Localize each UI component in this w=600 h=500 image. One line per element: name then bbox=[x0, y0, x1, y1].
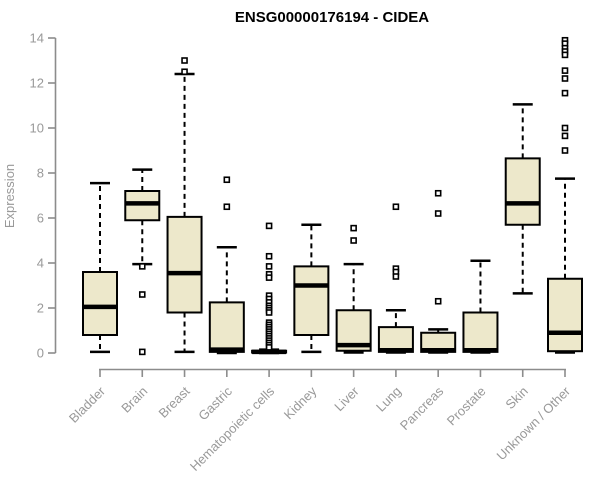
y-tick-label: 2 bbox=[37, 301, 44, 316]
box-gastric bbox=[208, 176, 245, 355]
x-category-label-brain: Brain bbox=[118, 384, 150, 416]
outlier-point bbox=[434, 297, 442, 305]
box-pancreas bbox=[420, 189, 457, 354]
y-tick-label: 0 bbox=[37, 346, 44, 361]
outlier-point bbox=[265, 222, 273, 230]
outlier-point bbox=[561, 51, 569, 59]
outlier-point bbox=[561, 75, 569, 82]
outlier-point bbox=[561, 89, 569, 97]
x-category-label-prostate: Prostate bbox=[444, 384, 489, 429]
outlier-point bbox=[181, 68, 188, 76]
outlier-point bbox=[138, 291, 146, 298]
x-category-label-pancreas: Pancreas bbox=[397, 383, 447, 433]
outlier-point bbox=[434, 210, 442, 217]
iqr-box bbox=[166, 215, 203, 314]
box-kidney bbox=[293, 223, 330, 354]
x-category-label-skin: Skin bbox=[502, 384, 530, 412]
iqr-box bbox=[547, 277, 583, 353]
box-hematopoietic-cells bbox=[251, 222, 288, 355]
box-skin bbox=[504, 103, 541, 295]
outlier-point bbox=[265, 309, 273, 316]
outlier-point bbox=[350, 224, 357, 232]
outlier-point bbox=[561, 67, 569, 74]
y-tick-label: 12 bbox=[30, 76, 44, 91]
box-breast bbox=[166, 57, 203, 354]
outlier-point bbox=[223, 203, 231, 211]
iqr-box bbox=[504, 157, 541, 226]
iqr-box bbox=[462, 311, 499, 353]
y-tick-label: 6 bbox=[37, 211, 44, 226]
x-category-label-gastric: Gastric bbox=[195, 383, 235, 423]
x-category-label-liver: Liver bbox=[331, 383, 362, 414]
y-axis-title: Expression bbox=[2, 164, 17, 228]
x-category-label-breast: Breast bbox=[155, 383, 192, 420]
outlier-point bbox=[561, 132, 569, 140]
outlier-point bbox=[392, 203, 400, 211]
y-tick-label: 4 bbox=[37, 256, 44, 271]
outlier-point bbox=[265, 263, 273, 270]
box-lung bbox=[377, 203, 414, 354]
iqr-box bbox=[377, 326, 414, 353]
box-prostate bbox=[462, 259, 499, 354]
outlier-point bbox=[138, 263, 146, 270]
box-liver bbox=[335, 224, 372, 354]
outlier-point bbox=[138, 348, 146, 356]
outlier-point bbox=[265, 252, 273, 260]
y-tick-label: 10 bbox=[30, 121, 44, 136]
outlier-point bbox=[265, 274, 273, 281]
y-tick-label: 8 bbox=[37, 166, 44, 181]
outlier-point bbox=[561, 124, 569, 132]
outlier-point bbox=[223, 176, 231, 184]
outlier-point bbox=[350, 237, 357, 244]
y-tick-label: 14 bbox=[30, 31, 44, 46]
iqr-box bbox=[82, 271, 118, 336]
outlier-point bbox=[434, 189, 442, 197]
outlier-point bbox=[561, 147, 569, 154]
outlier-point bbox=[265, 344, 273, 351]
box-bladder bbox=[82, 181, 118, 354]
x-category-label-lung: Lung bbox=[373, 384, 404, 415]
outlier-point bbox=[392, 273, 400, 280]
x-category-label-bladder: Bladder bbox=[66, 383, 109, 426]
x-category-label-kidney: Kidney bbox=[281, 383, 320, 422]
chart-title: ENSG00000176194 - CIDEA bbox=[235, 9, 429, 26]
box-brain bbox=[124, 168, 161, 356]
box-unknown-other bbox=[547, 36, 583, 354]
iqr-box bbox=[293, 265, 330, 336]
x-category-label-unknown-other: Unknown / Other bbox=[494, 383, 574, 463]
outlier-point bbox=[181, 57, 188, 64]
iqr-box bbox=[208, 301, 245, 353]
